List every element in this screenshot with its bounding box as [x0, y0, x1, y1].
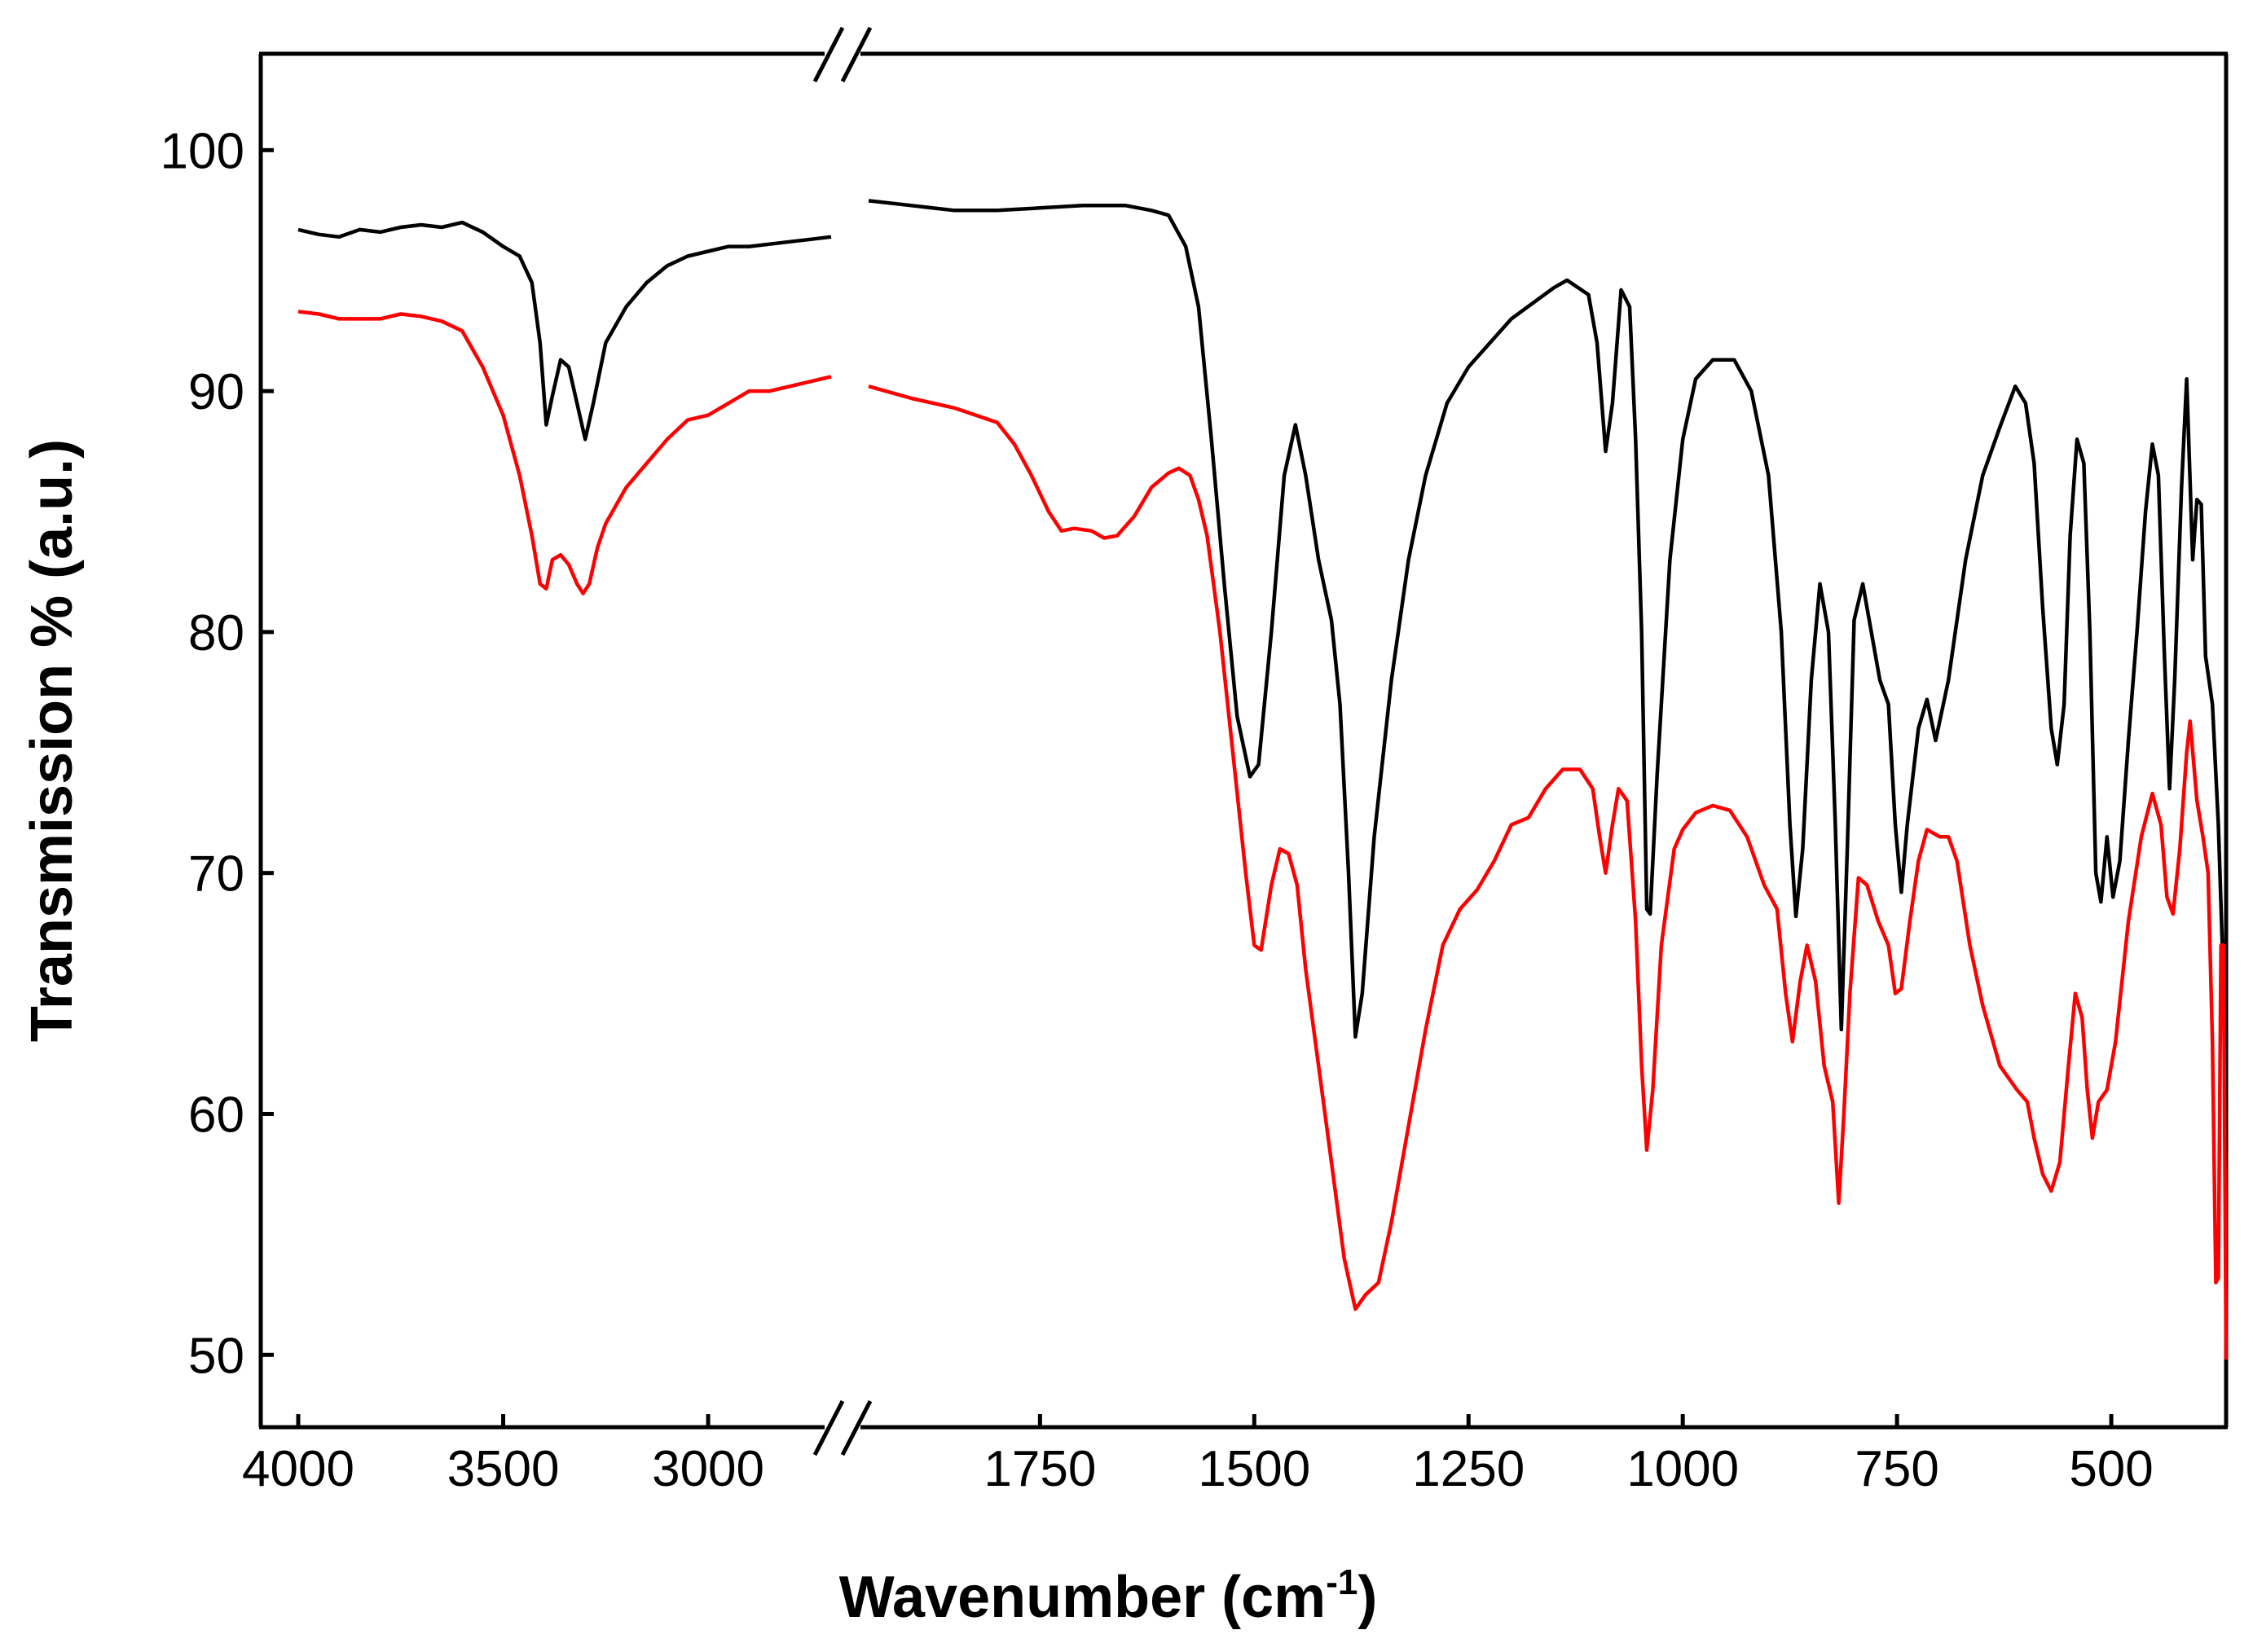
- black-spectrum-line-segment-1: [297, 220, 832, 442]
- x-tick-label: 1000: [1626, 1441, 1739, 1497]
- y-tick-label: 90: [188, 364, 244, 420]
- x-tick-label: 1250: [1412, 1441, 1525, 1497]
- x-axis-ticks: 4000 3500 3000 1750 1500 1250 1000 750 500: [242, 1414, 2154, 1497]
- x-axis-title-main: Wavenumber (cm: [839, 1565, 1326, 1630]
- x-tick-label: 3500: [447, 1441, 560, 1497]
- black-spectrum-line-segment-2: [868, 199, 2225, 1039]
- red-spectrum-line-segment-2: [868, 384, 2229, 1360]
- y-tick-label: 70: [188, 846, 244, 903]
- y-tick-label: 50: [188, 1328, 244, 1384]
- y-axis-title: Transmission % (a.u.): [20, 439, 85, 1042]
- y-tick-label: 60: [188, 1087, 244, 1143]
- red-spectrum-line-segment-1: [297, 310, 832, 595]
- series-layer: [297, 199, 2229, 1360]
- x-tick-label: 1500: [1198, 1441, 1310, 1497]
- x-axis-title-superscript: -1: [1326, 1562, 1358, 1602]
- x-tick-label: 750: [1855, 1441, 1938, 1497]
- x-tick-label: 1750: [983, 1441, 1096, 1497]
- x-axis-title-close: ): [1358, 1565, 1377, 1630]
- y-tick-label: 80: [188, 605, 244, 661]
- x-tick-label: 500: [2069, 1441, 2153, 1497]
- x-axis-title: Wavenumber (cm-1): [839, 1562, 1378, 1630]
- y-tick-label: 100: [161, 123, 244, 179]
- x-tick-label: 4000: [242, 1441, 354, 1497]
- axis-break-top: [812, 26, 873, 83]
- axis-break-bottom: [812, 1399, 873, 1456]
- y-axis-ticks: 50 60 70 80 90 100: [161, 123, 274, 1384]
- x-tick-label: 3000: [652, 1441, 764, 1497]
